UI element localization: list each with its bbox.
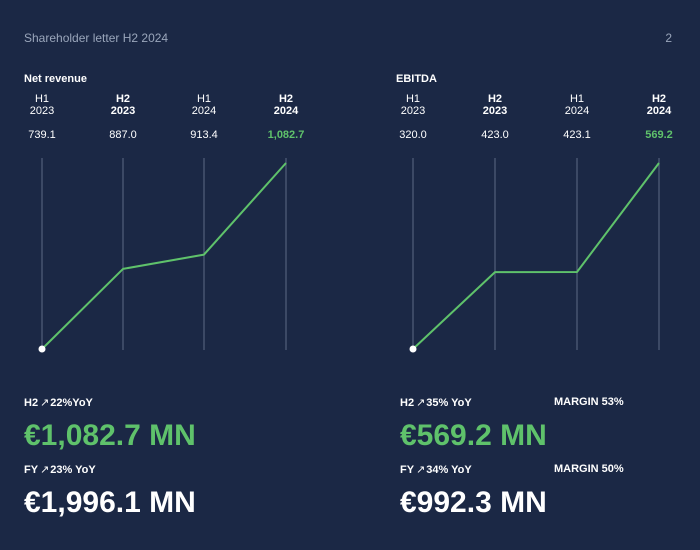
header-title: Shareholder letter H2 2024 xyxy=(24,31,169,45)
data-label: 569.2 xyxy=(645,129,673,141)
h2-change: H2 ↗22%YoY xyxy=(24,397,93,409)
data-label: 423.1 xyxy=(563,129,591,141)
fy-margin: MARGIN 50% xyxy=(554,463,624,475)
arrow-up-right-icon: ↗ xyxy=(40,464,50,476)
data-label: 320.0 xyxy=(399,129,427,141)
arrow-up-right-icon: ↗ xyxy=(416,464,426,476)
fy-change: FY ↗34% YoY xyxy=(400,464,472,476)
data-label: 1,082.7 xyxy=(267,129,305,141)
h2-value: €1,082.7 MN xyxy=(24,419,196,452)
category-label: H2 2024 xyxy=(646,93,672,117)
arrow-up-right-icon: ↗ xyxy=(416,397,426,409)
data-label: 423.0 xyxy=(481,129,509,141)
category-label: H2 2023 xyxy=(482,93,508,117)
h2-value: €569.2 MN xyxy=(400,419,547,452)
series-line xyxy=(412,162,660,350)
chart-title: Net revenue xyxy=(24,73,87,85)
fy-change: FY ↗23% YoY xyxy=(24,464,96,476)
h2-change: H2 ↗35% YoY xyxy=(400,397,472,409)
fy-value: €992.3 MN xyxy=(400,486,547,519)
category-label: H1 2024 xyxy=(564,93,590,117)
h2-margin: MARGIN 53% xyxy=(554,396,624,408)
category-label: H2 2024 xyxy=(273,93,299,117)
net-revenue-panel: Net revenue H1 2023 H2 2023 H1 2024 H2 2024 … xyxy=(0,0,340,550)
data-label: 739.1 xyxy=(28,129,56,141)
data-label: 913.4 xyxy=(190,129,218,141)
data-label: 887.0 xyxy=(109,129,137,141)
arrow-up-right-icon: ↗ xyxy=(40,397,50,409)
series-line xyxy=(41,162,287,350)
chart-title: EBITDA xyxy=(396,73,437,85)
category-label: H2 2023 xyxy=(110,93,136,117)
data-point xyxy=(38,345,46,353)
net-revenue-chart xyxy=(38,158,287,353)
fy-value: €1,996.1 MN xyxy=(24,486,196,519)
category-label: H1 2023 xyxy=(29,93,55,117)
category-label: H1 2023 xyxy=(400,93,426,117)
category-label: H1 2024 xyxy=(191,93,217,117)
data-point xyxy=(409,345,417,353)
ebitda-panel: EBITDA H1 2023 H2 2023 H1 2024 H2 2024 320.0… xyxy=(376,0,700,550)
page-number: 2 xyxy=(665,31,672,45)
ebitda-chart xyxy=(409,158,660,353)
